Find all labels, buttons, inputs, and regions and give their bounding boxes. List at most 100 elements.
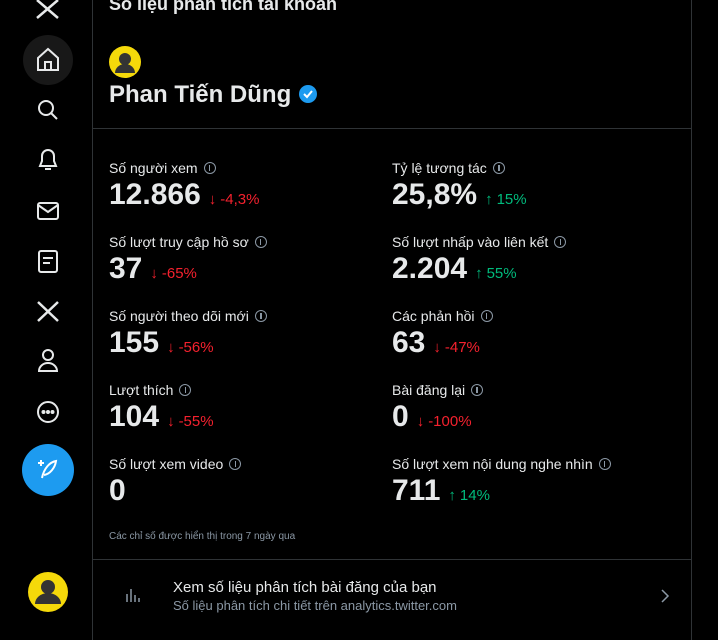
note: Các chỉ số được hiển thị trong 7 ngày qu… <box>109 531 296 542</box>
verified-badge <box>298 85 317 103</box>
info-icon <box>254 310 267 322</box>
metric-value: 12.866 <box>109 178 201 211</box>
change-text: -56% <box>178 339 214 356</box>
metric-label: Tỷ lệ tương tác <box>392 160 505 176</box>
metric-value: 37 <box>109 252 143 285</box>
metric-change: ↓ -56% <box>167 339 214 356</box>
info-icon <box>179 384 192 396</box>
metric-label: Số lượt truy cập hồ sơ <box>109 234 267 250</box>
metric-value: 104 <box>109 400 160 433</box>
metric-label: Số người xem <box>109 160 216 176</box>
info-icon <box>480 310 493 322</box>
profile-name: Phan Tiến Dũng <box>109 81 318 109</box>
metric-label-text: Lượt thích <box>109 382 174 398</box>
metric-row: 0 ↓ -100% <box>392 400 472 434</box>
metric-change: ↑ 15% <box>485 191 527 208</box>
metric-value: 25,8% <box>392 178 478 211</box>
change-text: 15% <box>496 191 527 208</box>
change-arrow: ↑ <box>485 191 493 208</box>
change-arrow: ↑ <box>475 265 483 282</box>
search-icon[interactable] <box>38 100 58 120</box>
metric-change: ↓ -47% <box>433 339 480 356</box>
metric-value: 2.204 <box>392 252 468 285</box>
change-text: -47% <box>444 339 480 356</box>
change-arrow: ↓ <box>150 265 158 282</box>
logo[interactable] <box>36 0 59 19</box>
change-arrow: ↓ <box>416 413 425 430</box>
metric-value: 0 <box>109 474 126 507</box>
metric-row: 12.866 ↓ -4,3% <box>109 178 259 212</box>
change-arrow: ↓ <box>433 339 441 356</box>
metric-label-text: Số lượt truy cập hồ sơ <box>109 234 249 250</box>
metric-label: Số lượt nhấp vào liên kết <box>392 234 567 250</box>
metric-row: 2.204 ↑ 55% <box>392 252 517 286</box>
metric-change: ↓ -4,3% <box>209 191 260 208</box>
metric-value: 0 <box>392 400 409 433</box>
divider <box>92 559 691 560</box>
metric-value: 63 <box>392 326 426 359</box>
metric-label: Số lượt xem nội dung nghe nhìn <box>392 456 611 472</box>
metric-row: 0 <box>109 474 126 508</box>
metric-label-text: Số người theo dõi mới <box>109 308 249 324</box>
page-title: Số liệu phân tích tài khoản <box>109 0 338 14</box>
metric-row: 711 ↑ 14% <box>392 474 490 508</box>
info-icon <box>229 458 242 470</box>
metric-change: ↓ -100% <box>417 413 472 430</box>
info-icon <box>471 384 484 396</box>
profile-icon[interactable] <box>37 349 59 372</box>
metric-change: ↑ 55% <box>475 265 517 282</box>
avatar <box>109 46 141 78</box>
change-text: 55% <box>486 265 517 282</box>
notifications-icon[interactable] <box>38 149 58 170</box>
metric-label: Số lượt xem video <box>109 456 242 472</box>
page: Số liệu phân tích tài khoản Phan Tiến Dũ… <box>22 0 692 640</box>
change-arrow: ↓ <box>167 339 175 356</box>
metric-label: Số người theo dõi mới <box>109 308 267 324</box>
metric-label-text: Bài đăng lại <box>392 382 466 398</box>
lists-icon[interactable] <box>38 250 58 273</box>
change-text: -55% <box>178 413 214 430</box>
metric-change: ↓ -55% <box>167 413 214 430</box>
name-text: Phan Tiến Dũng <box>109 81 292 108</box>
chevron <box>661 589 670 603</box>
post-button[interactable] <box>22 444 74 496</box>
metric-label: Bài đăng lại <box>392 382 484 398</box>
account-avatar[interactable] <box>28 572 68 612</box>
metric-label-text: Số lượt xem video <box>109 456 224 472</box>
change-arrow: ↑ <box>448 487 456 504</box>
divider <box>92 128 691 129</box>
analytics-link[interactable]: Xem số liệu phân tích bài đăng của bạn S… <box>92 560 691 630</box>
change-text: 14% <box>459 487 490 504</box>
main-panel <box>92 0 692 640</box>
messages-icon[interactable] <box>37 202 59 220</box>
metric-label-text: Số lượt xem nội dung nghe nhìn <box>392 456 593 472</box>
metric-change: ↑ 14% <box>448 487 490 504</box>
change-text: -65% <box>161 265 197 282</box>
metric-row: 63 ↓ -47% <box>392 326 480 360</box>
sidebar <box>22 0 74 612</box>
metric-value: 711 <box>392 474 441 507</box>
info-icon <box>254 236 267 248</box>
metric-label-text: Tỷ lệ tương tác <box>392 160 487 176</box>
metric-row: 37 ↓ -65% <box>109 252 197 286</box>
metric-label-text: Các phản hồi <box>392 308 475 324</box>
change-text: -4,3% <box>220 191 260 208</box>
change-arrow: ↓ <box>208 191 217 208</box>
change-arrow: ↓ <box>167 413 175 430</box>
metric-row: 104 ↓ -55% <box>109 400 214 434</box>
premium-icon[interactable] <box>37 301 59 322</box>
more-icon[interactable] <box>37 401 59 423</box>
chart-icon <box>126 589 140 602</box>
metric-label-text: Số lượt nhấp vào liên kết <box>392 234 549 250</box>
metric-label-text: Số người xem <box>109 160 198 176</box>
link-title: Xem số liệu phân tích bài đăng của bạn <box>173 579 437 596</box>
info-icon <box>492 162 505 174</box>
change-text: -100% <box>428 413 472 430</box>
metric-row: 155 ↓ -56% <box>109 326 214 360</box>
metric-change: ↓ -65% <box>150 265 197 282</box>
metric-row: 25,8% ↑ 15% <box>392 178 527 212</box>
info-icon <box>554 236 567 248</box>
home-icon[interactable] <box>37 47 59 71</box>
metric-label: Lượt thích <box>109 382 192 398</box>
info-icon <box>203 162 216 174</box>
